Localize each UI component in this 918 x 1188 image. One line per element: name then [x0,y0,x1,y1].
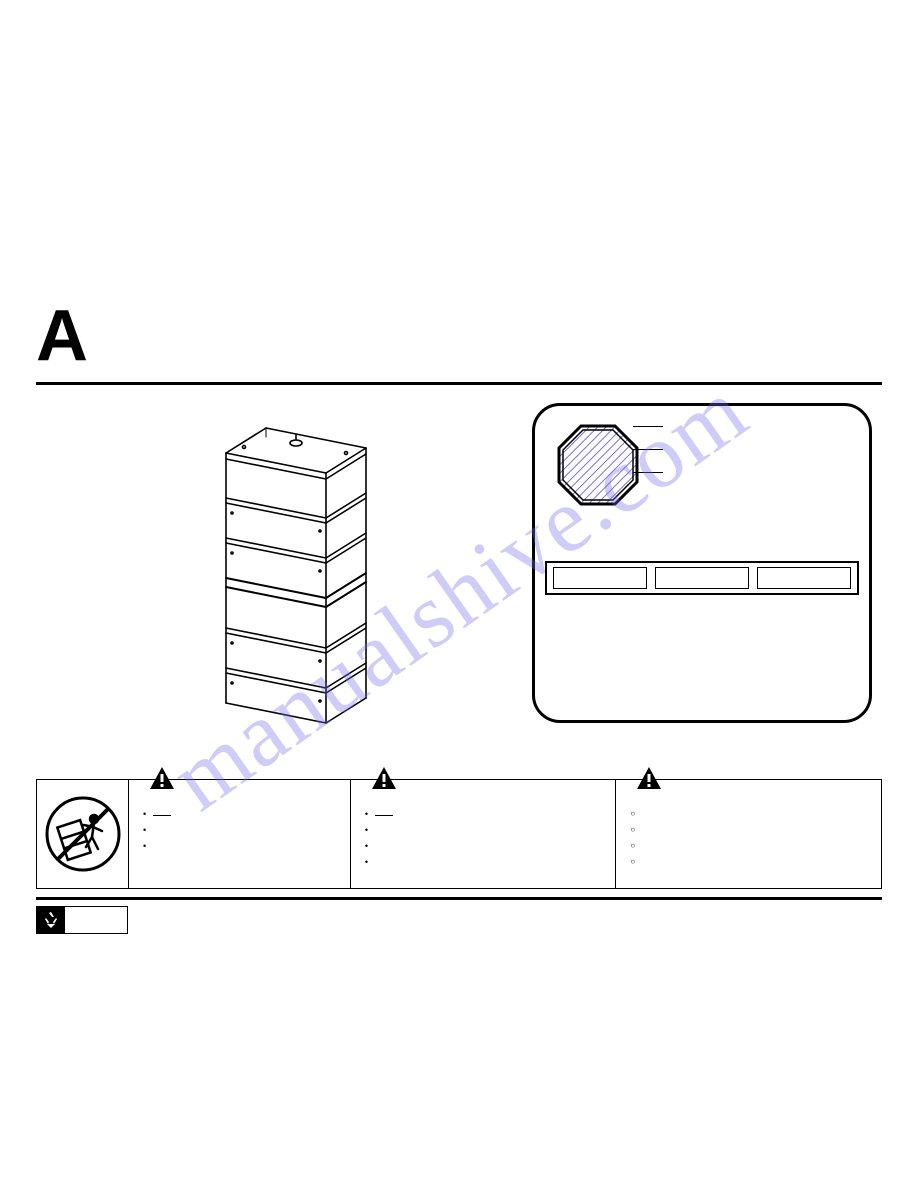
warn-bullets-3 [630,810,871,868]
warning-col-1 [129,780,351,888]
info-cell [553,567,647,589]
no-climb-cell [37,780,129,888]
warning-triangle-icon [636,766,662,790]
warning-triangle-icon [371,766,397,790]
octagon-icon [553,420,643,510]
info-row [545,561,859,595]
divider-top [36,382,882,385]
recycle-icon [37,907,65,933]
warn-bullets-2 [365,810,606,868]
info-cell [655,567,749,589]
octagon-callouts [633,426,663,495]
recycle-box [36,906,128,934]
no-climb-icon [44,795,122,873]
divider-bottom [36,897,882,900]
main-row [36,403,882,753]
warning-col-2 [351,780,617,888]
info-cell [757,567,851,589]
info-panel [532,403,872,723]
warning-bar [36,779,882,889]
recycle-label [65,907,127,933]
warn-bullets-1 [143,810,340,852]
warning-col-3 [616,780,881,888]
warning-triangle-icon [149,766,175,790]
stop-octagon [553,420,643,515]
bookcase-svg [136,403,436,753]
section-letter: A [36,300,882,372]
product-illustration [136,403,436,753]
page-content: A [36,300,882,1068]
